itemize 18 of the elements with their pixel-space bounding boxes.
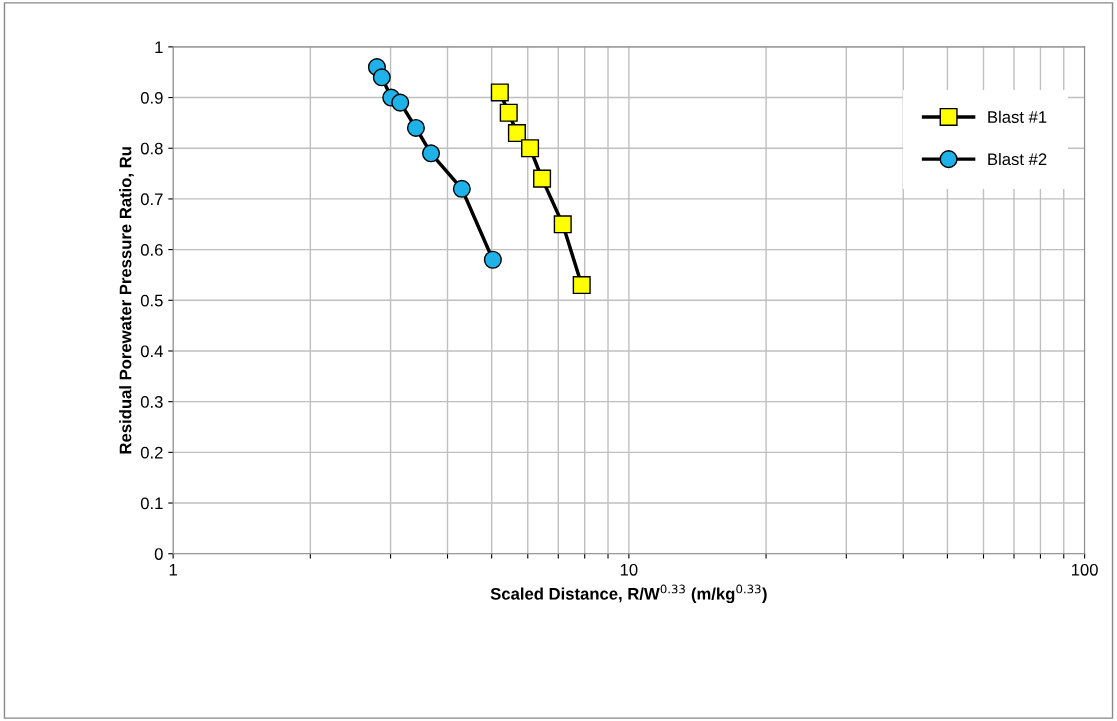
y-tick-label: 0.8 — [140, 142, 163, 155]
x-tick-label: 1 — [169, 564, 177, 576]
y-tick-label: 0.6 — [140, 244, 163, 256]
y-tick-label: 0.7 — [140, 193, 163, 206]
x-tick-label: 10 — [620, 563, 638, 576]
y-axis-title: Residual Porewater Pressure Ratio, Ru — [119, 147, 134, 454]
x-tick-label: 100 — [1071, 563, 1098, 576]
legend-label: Blast #1 — [988, 110, 1047, 123]
legend-label: Blast #2 — [988, 152, 1047, 166]
y-tick-label: 0.5 — [140, 294, 163, 307]
y-tick-label: 1 — [155, 41, 163, 53]
x-axis-title: Scaled Distance, R/W$^{0.33}$ (m/kg$^{0.33}$) — [490, 584, 767, 604]
y-tick-label: 0.9 — [140, 91, 163, 104]
y-tick-label: 0.4 — [140, 345, 163, 358]
y-tick-label: 0 — [154, 548, 163, 560]
y-tick-label: 0.3 — [140, 396, 163, 408]
y-tick-label: 0.1 — [140, 497, 163, 510]
y-tick-label: 0.2 — [140, 446, 163, 459]
